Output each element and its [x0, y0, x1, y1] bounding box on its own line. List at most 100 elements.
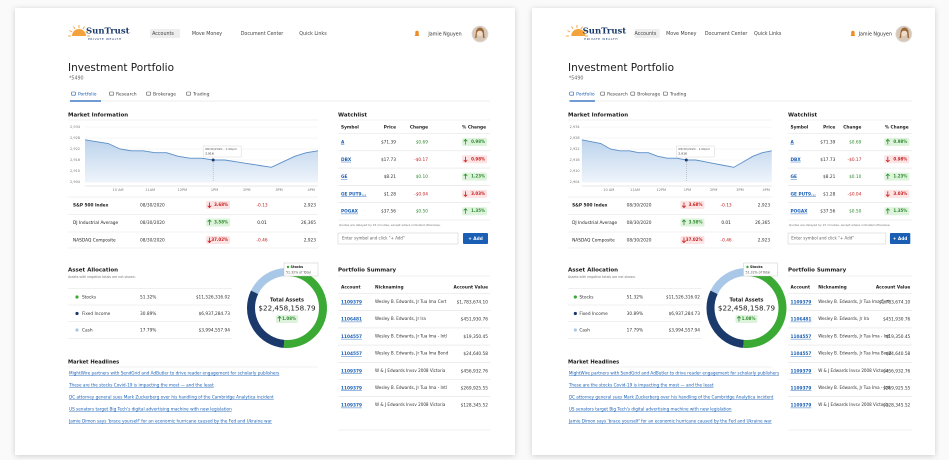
- section-title: Market Headlines: [568, 360, 619, 366]
- tab[interactable]: Research: [607, 92, 628, 98]
- nav-item[interactable]: Move Money: [192, 31, 222, 37]
- account-link[interactable]: 1104557: [341, 351, 362, 357]
- nav-item[interactable]: Move Money: [666, 31, 696, 37]
- bell-icon[interactable]: [414, 30, 420, 36]
- pill-text: 3.68%: [689, 202, 703, 207]
- headline-link[interactable]: These are the stocks Covid-19 is impacti…: [68, 383, 214, 388]
- headline-link[interactable]: US senators target Big Tech's digital ad…: [569, 407, 732, 412]
- account-link[interactable]: 1109379: [341, 403, 362, 409]
- arrow-icon: [885, 208, 890, 214]
- symbol-link[interactable]: POGAX: [790, 209, 808, 215]
- y-tick-label: 2,916: [70, 158, 80, 162]
- account-link[interactable]: 1109379: [341, 368, 362, 374]
- symbol-link[interactable]: GE: [790, 174, 797, 180]
- symbol-link[interactable]: GE PUT9...: [790, 191, 816, 197]
- account-link[interactable]: 1104557: [341, 334, 362, 340]
- add-button[interactable]: [889, 233, 911, 244]
- tab[interactable]: Trading: [669, 92, 687, 98]
- symbol-link[interactable]: DBX: [341, 157, 352, 163]
- headline-link[interactable]: Jamie Dimon says 'brace yourself' for an…: [68, 419, 272, 424]
- x-tick-label: 12PM: [178, 188, 188, 192]
- headline-link[interactable]: Jamie Dimon says 'brace yourself' for an…: [568, 419, 772, 424]
- nav-item[interactable]: Accounts: [634, 31, 656, 37]
- asset-percent: 30.89%: [627, 311, 643, 317]
- tab[interactable]: Trading: [192, 92, 210, 98]
- chart-line: [581, 139, 772, 168]
- headline-link[interactable]: MightWire partners with SendGrid and AdB…: [569, 371, 779, 376]
- nav-active: [150, 29, 180, 38]
- symbol-input[interactable]: [787, 232, 887, 245]
- tab[interactable]: Portfolio: [78, 92, 97, 98]
- headline-link[interactable]: DC attorney general sues Mark Zuckerberg…: [569, 395, 774, 400]
- arrow-icon: [736, 315, 742, 322]
- asset-value: $3,994,557.94: [669, 328, 701, 334]
- legend-dot: [75, 311, 79, 316]
- account-value: $24,640.58: [463, 351, 488, 357]
- chart-area: [581, 139, 772, 182]
- tab[interactable]: Research: [116, 92, 137, 98]
- account-link[interactable]: 1109379: [790, 300, 811, 306]
- tab-icon: [146, 91, 151, 96]
- account-link[interactable]: 1109379: [341, 300, 362, 306]
- account-link[interactable]: 1109379: [790, 368, 811, 374]
- headline-link[interactable]: US senators target Big Tech's digital ad…: [69, 407, 232, 412]
- x-tick-label: 12PM: [656, 188, 666, 192]
- asset-percent: 17.79%: [627, 328, 643, 334]
- asset-name: Cash: [82, 328, 93, 334]
- nav-item[interactable]: Accounts: [152, 31, 174, 37]
- headline-link[interactable]: DC attorney general sues Mark Zuckerberg…: [69, 395, 274, 400]
- arrow-icon: [463, 173, 468, 180]
- bell-icon[interactable]: [850, 30, 856, 36]
- symbol-link[interactable]: GE: [341, 174, 348, 180]
- donut-segment: [710, 268, 747, 295]
- symbol-input[interactable]: [337, 232, 459, 245]
- symbol-link[interactable]: DBX: [790, 157, 801, 163]
- asset-percent: 51.32%: [627, 295, 643, 301]
- nav-item[interactable]: Document Center: [241, 31, 284, 37]
- headline-link[interactable]: MightWire partners with SendGrid and AdB…: [69, 371, 279, 376]
- nav-item[interactable]: Document Center: [705, 31, 748, 37]
- add-button[interactable]: [463, 233, 488, 244]
- column-header: Account: [341, 285, 361, 291]
- tab[interactable]: Brokerage: [637, 92, 660, 98]
- account-link[interactable]: 1109379: [341, 386, 362, 392]
- index-name: NASDAQ Composite: [73, 238, 116, 244]
- tooltip-date: 08/30/2020 - 1:00pm: [678, 147, 710, 151]
- tooltip-value: 2,916: [678, 152, 687, 156]
- index-change: -0.13: [256, 203, 267, 209]
- arrow-icon: [463, 208, 468, 214]
- symbol-link[interactable]: A: [790, 140, 794, 146]
- logo-ray: [85, 30, 89, 33]
- nickname: Wesley B. Edwards, Jr Tua Ima Cert: [818, 299, 890, 304]
- account-link[interactable]: 1109379: [790, 403, 811, 409]
- section-title: Watchlist: [338, 113, 367, 119]
- pill-text: 1.08%: [742, 316, 756, 321]
- headline-link[interactable]: These are the stocks Covid-19 is impacti…: [568, 383, 714, 388]
- asset-value: $6,937,284.73: [669, 311, 701, 317]
- nav-item[interactable]: Quick Links: [754, 31, 782, 37]
- account-link[interactable]: 1106481: [790, 317, 811, 323]
- pill-text: 3.03%: [893, 191, 907, 196]
- change: -$0.17: [414, 157, 428, 163]
- column-header: Change: [410, 125, 428, 131]
- account-link[interactable]: 1109379: [790, 386, 811, 392]
- column-header: Account Value: [876, 285, 911, 291]
- account-link[interactable]: 1106481: [341, 317, 362, 323]
- symbol-link[interactable]: A: [341, 140, 345, 146]
- arrow-icon: [277, 315, 282, 322]
- page-panel: [532, 8, 935, 455]
- logo-ray: [580, 26, 583, 30]
- nav-item[interactable]: Quick Links: [299, 31, 327, 37]
- tab[interactable]: Portfolio: [576, 92, 595, 98]
- index-date: 08/30/2020: [627, 203, 652, 209]
- account-link[interactable]: 1104557: [790, 334, 811, 340]
- symbol-link[interactable]: POGAX: [341, 209, 359, 215]
- symbol-link[interactable]: GE PUT9...: [341, 191, 367, 197]
- account-link[interactable]: 1104557: [790, 351, 811, 357]
- index-date: 08/30/2020: [627, 220, 652, 226]
- tab[interactable]: Brokerage: [153, 92, 176, 98]
- column-header: Change: [843, 125, 861, 131]
- index-change: -0.46: [256, 238, 267, 244]
- account-number: *5490: [569, 76, 584, 82]
- change-pill: [206, 218, 230, 227]
